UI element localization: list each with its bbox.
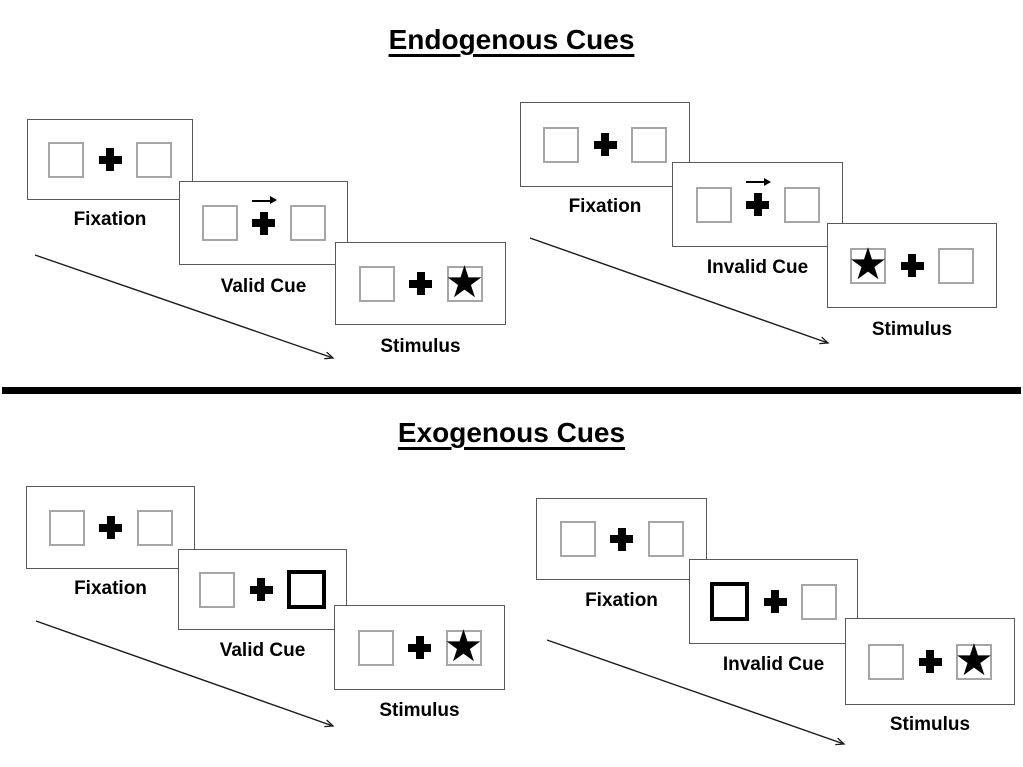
- fixation-cross-icon: [97, 148, 123, 172]
- left-box: [868, 643, 904, 680]
- step-label-stimulus: Stimulus: [380, 336, 461, 357]
- fixation-cross-icon: [98, 516, 124, 540]
- fixation-cross-icon: [248, 578, 274, 602]
- step-label-stimulus: Stimulus: [871, 319, 953, 340]
- fixation-cross-icon: [762, 590, 788, 614]
- valid-cue-card: [179, 181, 348, 265]
- right-arrow-cue-icon: [251, 196, 277, 205]
- step-label-valid-cue: Valid Cue: [220, 276, 307, 297]
- step-label-invalid-cue: Invalid Cue: [706, 257, 809, 278]
- stimulus-card: ★: [827, 223, 997, 308]
- fixation-card: [520, 102, 690, 187]
- step-label-valid-cue: Valid Cue: [219, 640, 306, 661]
- stimulus-card: ★: [334, 605, 505, 690]
- left-box: [48, 141, 84, 178]
- step-label-fixation: Fixation: [73, 209, 147, 230]
- right-box: [289, 205, 326, 241]
- fixation-cross-icon: [899, 254, 925, 278]
- right-box: [783, 186, 820, 223]
- step-label-stimulus: Stimulus: [889, 714, 971, 735]
- timeline-arrow: [35, 620, 342, 735]
- right-box: ★: [444, 256, 485, 308]
- section-divider: [2, 387, 1021, 394]
- timeline-arrow: [34, 254, 342, 367]
- left-box: [357, 629, 394, 666]
- invalid-cue-card: [689, 559, 858, 644]
- step-label-fixation: Fixation: [568, 196, 642, 217]
- stimulus-card: ★: [335, 242, 506, 325]
- right-box: [647, 521, 684, 557]
- fixation-cross-icon: [745, 177, 771, 217]
- valid-cue-card: [178, 549, 347, 630]
- timeline-arrow: [529, 237, 837, 352]
- right-box: [801, 583, 837, 620]
- fixation-card: [536, 498, 707, 580]
- step-label-invalid-cue: Invalid Cue: [722, 654, 825, 675]
- right-box: ★: [954, 634, 994, 686]
- timeline-arrow: [546, 639, 853, 753]
- invalid-cue-card: [672, 162, 843, 247]
- right-box: [631, 126, 667, 163]
- fixation-card: [27, 119, 193, 200]
- fixation-cross-icon: [408, 272, 434, 296]
- highlighted-right-box: [287, 570, 326, 609]
- highlighted-left-box: [710, 582, 749, 621]
- left-box: ★: [848, 238, 888, 290]
- right-arrow-cue-icon: [745, 177, 771, 187]
- section-title-exogenous: Exogenous Cues: [397, 417, 626, 448]
- fixation-cross-icon: [592, 133, 618, 157]
- right-box: ★: [443, 620, 484, 672]
- left-box: [201, 205, 238, 241]
- section-title-endogenous: Endogenous Cues: [388, 24, 635, 55]
- fixation-cross-icon: [251, 196, 277, 235]
- fixation-cross-icon: [917, 650, 943, 674]
- step-label-fixation: Fixation: [74, 578, 147, 599]
- right-box: [136, 509, 173, 546]
- fixation-cross-icon: [407, 636, 433, 660]
- left-box: [48, 509, 85, 546]
- fixation-card: [26, 486, 195, 569]
- step-label-fixation: Fixation: [585, 590, 658, 611]
- left-box: [199, 571, 235, 608]
- left-box: [543, 126, 579, 163]
- right-box: [136, 141, 172, 178]
- step-label-stimulus: Stimulus: [379, 700, 460, 721]
- left-box: [559, 521, 596, 557]
- left-box: [358, 265, 395, 302]
- fixation-cross-icon: [609, 527, 635, 551]
- stimulus-card: ★: [845, 618, 1015, 705]
- left-box: [695, 186, 732, 223]
- right-box: [938, 247, 974, 284]
